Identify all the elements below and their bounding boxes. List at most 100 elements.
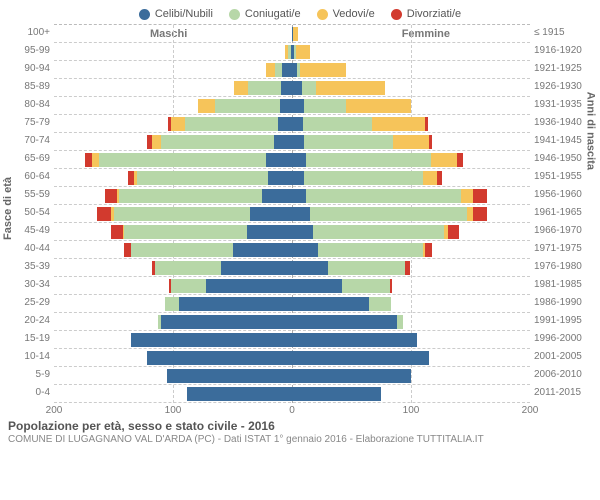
bar-female	[292, 279, 530, 293]
age-label: 90-94	[8, 60, 54, 78]
bar-seg-ved	[234, 81, 248, 95]
age-label: 20-24	[8, 312, 54, 330]
bar-male	[54, 45, 292, 59]
bar-male-inner	[54, 99, 292, 113]
pyramid-row	[54, 385, 530, 403]
bar-seg-cel	[292, 297, 369, 311]
bar-seg-ved	[92, 153, 99, 167]
bar-male	[54, 207, 292, 221]
bar-male-inner	[54, 225, 292, 239]
age-label: 100+	[8, 24, 54, 42]
bar-male	[54, 297, 292, 311]
xaxis-tick: 200	[522, 405, 539, 416]
bar-seg-cel	[281, 81, 292, 95]
bar-female	[292, 333, 530, 347]
bar-seg-con	[161, 135, 274, 149]
bar-seg-ved	[423, 171, 437, 185]
bar-seg-ved	[171, 117, 185, 131]
pyramid-row	[54, 349, 530, 367]
bar-seg-con	[342, 279, 390, 293]
bar-seg-ved	[266, 63, 276, 77]
bar-male	[54, 189, 292, 203]
bar-male	[54, 243, 292, 257]
bar-seg-cel	[147, 351, 292, 365]
pyramid-row	[54, 79, 530, 97]
bar-male	[54, 171, 292, 185]
yaxis-left: 100+95-9990-9485-8980-8475-7970-7465-696…	[8, 24, 54, 403]
bar-seg-cel	[221, 261, 292, 275]
bar-seg-cel	[282, 63, 292, 77]
bar-seg-con	[302, 81, 316, 95]
birth-label: ≤ 1915	[530, 24, 592, 42]
birth-label: 1961-1965	[530, 204, 592, 222]
birth-label: 1931-1935	[530, 96, 592, 114]
birth-label: 1951-1955	[530, 168, 592, 186]
bar-female-inner	[292, 27, 530, 41]
bar-seg-cel	[292, 99, 304, 113]
bar-male-inner	[54, 63, 292, 77]
bar-seg-ved	[431, 153, 457, 167]
footer: Popolazione per età, sesso e stato civil…	[8, 419, 592, 445]
birth-label: 1966-1970	[530, 222, 592, 240]
birth-label: 1921-1925	[530, 60, 592, 78]
bar-seg-cel	[292, 117, 303, 131]
bar-seg-con	[328, 261, 405, 275]
bar-seg-div	[105, 189, 117, 203]
bar-seg-div	[473, 189, 487, 203]
bar-seg-cel	[262, 189, 292, 203]
age-label: 80-84	[8, 96, 54, 114]
bar-seg-cel	[292, 387, 381, 401]
legend-swatch	[317, 9, 328, 20]
bar-seg-cel	[187, 387, 292, 401]
bar-seg-ved	[372, 117, 426, 131]
bar-seg-ved	[293, 27, 298, 41]
bar-male-inner	[54, 261, 292, 275]
bar-male-inner	[54, 207, 292, 221]
bar-female	[292, 207, 530, 221]
bar-male-inner	[54, 333, 292, 347]
bar-seg-cel	[292, 315, 397, 329]
birth-label: 1981-1985	[530, 276, 592, 294]
bar-seg-ved	[198, 99, 215, 113]
plot-outer: 100+95-9990-9485-8980-8475-7970-7465-696…	[8, 24, 592, 403]
bar-female-inner	[292, 387, 530, 401]
bar-female	[292, 243, 530, 257]
age-label: 50-54	[8, 204, 54, 222]
bar-female-inner	[292, 117, 530, 131]
pyramid-row	[54, 61, 530, 79]
bar-seg-con	[119, 189, 262, 203]
bar-seg-con	[303, 117, 372, 131]
age-label: 35-39	[8, 258, 54, 276]
bar-male	[54, 333, 292, 347]
bar-seg-cel	[233, 243, 293, 257]
bar-male-inner	[54, 387, 292, 401]
bar-seg-cel	[247, 225, 292, 239]
pyramid-row	[54, 187, 530, 205]
bar-seg-ved	[393, 135, 429, 149]
yaxis-right-title: Anni di nascita	[584, 92, 596, 170]
bar-seg-cel	[292, 243, 318, 257]
age-label: 0-4	[8, 384, 54, 402]
bar-female-inner	[292, 351, 530, 365]
bar-female-inner	[292, 81, 530, 95]
bar-seg-cel	[292, 135, 304, 149]
legend-item: Coniugati/e	[229, 8, 301, 20]
bar-seg-con	[99, 153, 266, 167]
pyramid-row	[54, 43, 530, 61]
bar-male	[54, 135, 292, 149]
bar-seg-ved	[346, 99, 411, 113]
bar-seg-cel	[292, 189, 306, 203]
bar-male	[54, 99, 292, 113]
bar-female-inner	[292, 315, 530, 329]
bar-male	[54, 369, 292, 383]
age-label: 60-64	[8, 168, 54, 186]
legend-label: Divorziati/e	[407, 8, 461, 20]
legend-label: Coniugati/e	[245, 8, 301, 20]
chart-container: Celibi/NubiliConiugati/eVedovi/eDivorzia…	[0, 0, 600, 500]
bar-female	[292, 351, 530, 365]
legend: Celibi/NubiliConiugati/eVedovi/eDivorzia…	[8, 8, 592, 20]
bar-seg-div	[457, 153, 463, 167]
bar-seg-con	[171, 279, 207, 293]
bar-seg-cel	[167, 369, 292, 383]
bar-male	[54, 225, 292, 239]
